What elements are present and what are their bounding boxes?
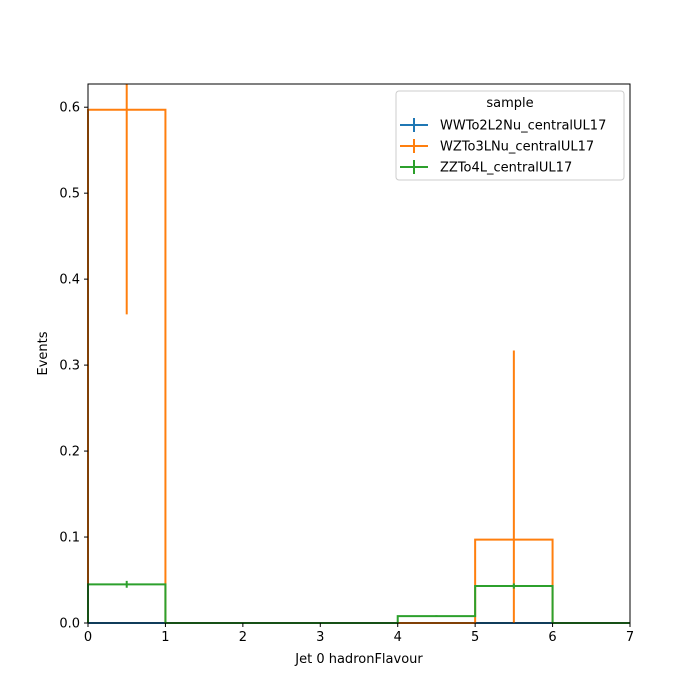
x-tick-label-0: 0 [84,630,92,645]
x-axis-title: Jet 0 hadronFlavour [294,652,423,667]
x-tick-label-1: 1 [161,630,169,645]
legend: sample WWTo2L2Nu_centralUL17 WZTo3LNu_cen… [395,90,625,181]
y-tick-label-0.6: 0.6 [59,101,80,116]
legend-entry-ZZTo4L_centralUL17: ZZTo4L_centralUL17 [400,160,572,176]
x-tick-label-4: 4 [394,630,402,645]
legend-label: WZTo3LNu_centralUL17 [440,140,594,155]
x-tick-label-3: 3 [316,630,324,645]
x-tick-label-5: 5 [471,630,479,645]
legend-title: sample [486,96,533,111]
legend-entry-WZTo3LNu_centralUL17: WZTo3LNu_centralUL17 [400,139,594,155]
x-tick-label-2: 2 [239,630,247,645]
plot-frame [87,83,631,624]
x-tick-label-6: 6 [548,630,556,645]
legend-label: WWTo2L2Nu_centralUL17 [440,119,606,134]
y-axis-title: Events [36,331,51,375]
y-tick-label-0.1: 0.1 [59,531,80,546]
y-tick-label-0.3: 0.3 [59,359,80,374]
y-tick-label-0.4: 0.4 [59,273,80,288]
legend-entry-WWTo2L2Nu_centralUL17: WWTo2L2Nu_centralUL17 [400,118,606,134]
y-tick-label-0: 0.0 [59,617,80,632]
y-tick-label-0.5: 0.5 [59,187,80,202]
ticks-layer: 0 1 2 3 4 5 6 7 0.0 0.1 0.2 0.3 0.4 0.5 0.6 [59,101,634,645]
legend-label: ZZTo4L_centralUL17 [440,161,572,176]
legend-box [395,90,625,181]
y-tick-label-0.2: 0.2 [59,445,80,460]
x-tick-label-7: 7 [626,630,634,645]
legend-entries: WWTo2L2Nu_centralUL17 WZTo3LNu_centralUL1… [400,118,606,176]
